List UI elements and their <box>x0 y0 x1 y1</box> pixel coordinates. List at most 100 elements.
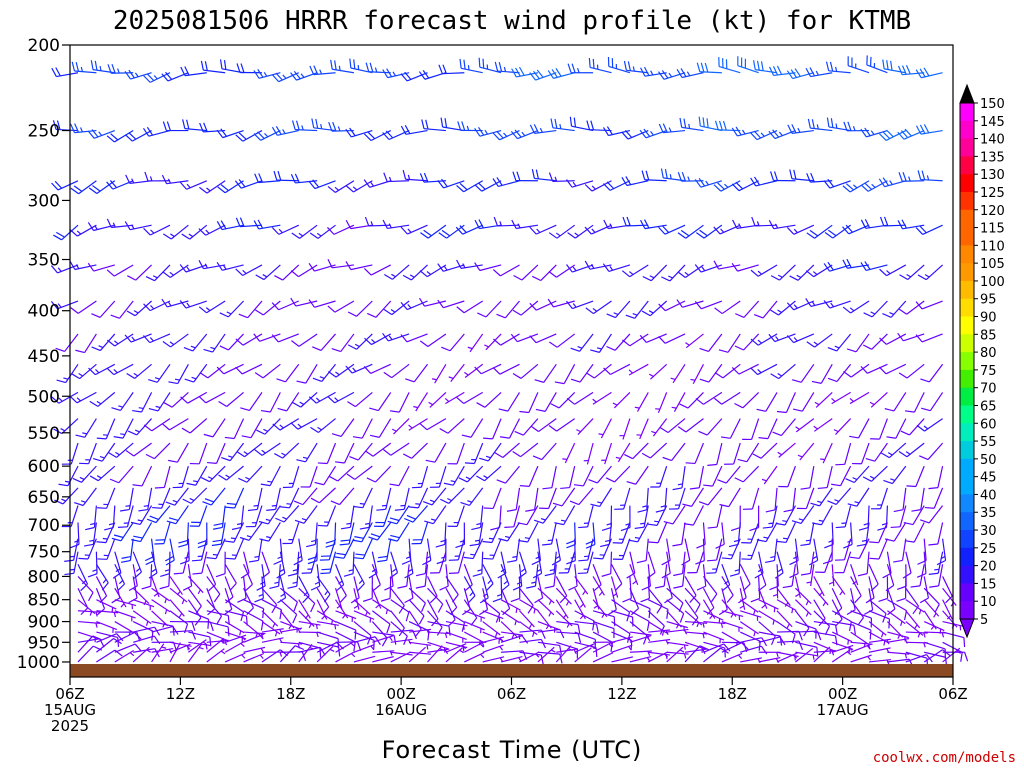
wind-barb <box>238 300 263 319</box>
wind-barb <box>207 442 226 464</box>
colorbar-label: 70 <box>980 382 997 397</box>
wind-barb <box>275 505 300 523</box>
wind-barb <box>699 363 723 383</box>
wind-barb <box>728 522 741 548</box>
wind-barb <box>758 636 786 646</box>
wind-barb <box>741 522 760 544</box>
wind-barb <box>408 587 426 612</box>
wind-barb <box>203 333 226 353</box>
wind-barb <box>317 505 337 527</box>
wind-barb <box>287 564 300 589</box>
x-tick-label: 16AUG <box>375 701 427 719</box>
wind-barb <box>152 487 171 509</box>
wind-barb <box>169 576 183 596</box>
wind-barb <box>666 599 685 623</box>
wind-barb <box>842 224 870 235</box>
wind-barb <box>555 610 573 628</box>
wind-barb <box>741 538 760 560</box>
wind-barb <box>915 67 943 79</box>
wind-barb <box>777 442 796 458</box>
wind-barb <box>650 465 668 488</box>
wind-barb <box>162 121 189 132</box>
wind-barb <box>474 363 502 375</box>
wind-barb <box>898 300 925 315</box>
wind-barb <box>320 551 337 575</box>
wind-barb <box>374 505 392 527</box>
wind-barb <box>626 465 649 485</box>
wind-barb <box>506 487 521 512</box>
wind-barb <box>492 177 520 187</box>
wind-barb <box>108 442 134 458</box>
wind-barb <box>347 391 373 408</box>
wind-barb <box>127 264 152 281</box>
wind-barb <box>372 656 394 663</box>
wind-barb <box>673 551 686 577</box>
y-tick-label: 350 <box>28 251 60 271</box>
wind-barb <box>677 224 704 239</box>
wind-barb <box>862 465 888 482</box>
wind-barb <box>77 576 94 602</box>
wind-barb <box>312 333 336 352</box>
wind-barb <box>317 442 337 465</box>
wind-barb <box>107 64 134 74</box>
wind-barb <box>87 129 116 139</box>
wind-barb <box>292 391 318 408</box>
wind-barb <box>131 522 153 543</box>
wind-barb <box>905 610 921 630</box>
wind-barb <box>537 599 555 617</box>
wind-barb <box>91 300 116 318</box>
wind-barb <box>425 442 447 463</box>
wind-barb <box>217 180 244 194</box>
wind-barb <box>797 442 815 461</box>
wind-barb <box>180 66 207 77</box>
wind-barb <box>113 418 134 439</box>
wind-barb <box>640 66 667 77</box>
wind-barb <box>651 418 668 437</box>
wind-barb <box>70 300 97 314</box>
wind-barb <box>556 631 582 644</box>
wind-barb <box>893 487 907 513</box>
colorbar-segment <box>960 547 974 567</box>
wind-barb <box>154 522 171 545</box>
wind-barb <box>529 69 557 81</box>
wind-barb <box>335 631 356 652</box>
wind-barb <box>445 620 468 630</box>
wind-barb <box>548 264 576 278</box>
wind-barb <box>380 576 392 602</box>
wind-barb <box>923 587 940 613</box>
wind-barb <box>623 60 649 74</box>
wind-barb <box>768 333 796 343</box>
colorbar-label: 95 <box>980 293 997 308</box>
wind-barb <box>817 466 833 490</box>
wind-barb <box>345 127 373 138</box>
wind-barb <box>847 487 870 507</box>
wind-barb <box>79 442 97 465</box>
wind-barb <box>120 538 134 563</box>
wind-barb <box>261 610 279 628</box>
wind-barb <box>247 487 263 512</box>
wind-barb <box>445 631 467 643</box>
colorbar-segment <box>960 387 974 406</box>
colorbar-segment <box>960 441 974 460</box>
wind-barb <box>96 633 124 643</box>
wind-barb <box>258 505 281 525</box>
wind-barb <box>327 259 355 269</box>
wind-barb <box>161 298 189 308</box>
wind-barb <box>814 391 833 408</box>
wind-barb <box>750 363 778 376</box>
wind-barb <box>390 599 410 622</box>
wind-barb <box>924 487 944 509</box>
wind-barb <box>312 363 337 383</box>
wind-barb <box>555 576 568 604</box>
wind-barb <box>314 465 337 486</box>
wind-barb <box>714 363 741 379</box>
wind-barb <box>713 224 741 235</box>
y-tick-label: 900 <box>28 613 60 633</box>
wind-barb <box>905 621 924 638</box>
wind-barb <box>500 610 520 626</box>
wind-barb <box>857 551 870 577</box>
wind-barb <box>439 564 449 591</box>
wind-barb <box>243 564 253 592</box>
wind-barb <box>897 65 925 76</box>
wind-barb <box>189 442 208 465</box>
